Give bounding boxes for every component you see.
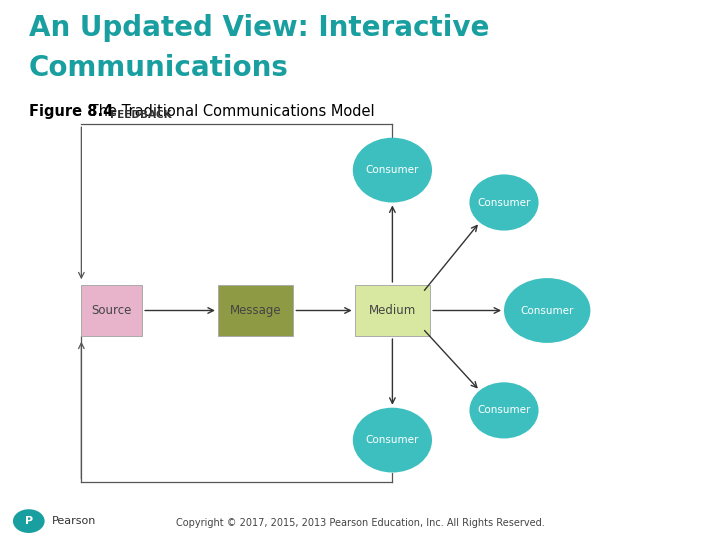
Text: Copyright © 2017, 2015, 2013 Pearson Education, Inc. All Rights Reserved.: Copyright © 2017, 2015, 2013 Pearson Edu… (176, 518, 544, 528)
Ellipse shape (353, 138, 432, 202)
FancyBboxPatch shape (217, 285, 294, 336)
Text: Message: Message (230, 304, 282, 317)
Ellipse shape (469, 174, 539, 231)
Text: FEEDBACK: FEEDBACK (110, 110, 172, 120)
Text: The Traditional Communications Model: The Traditional Communications Model (85, 104, 374, 119)
Text: Communications: Communications (29, 54, 289, 82)
Text: Consumer: Consumer (477, 406, 531, 415)
Text: Consumer: Consumer (521, 306, 574, 315)
Text: Source: Source (91, 304, 132, 317)
Ellipse shape (469, 382, 539, 438)
FancyBboxPatch shape (81, 285, 143, 336)
Text: Figure 8.4: Figure 8.4 (29, 104, 113, 119)
Ellipse shape (504, 278, 590, 343)
Text: Consumer: Consumer (366, 435, 419, 445)
Circle shape (13, 509, 45, 533)
Text: P: P (24, 516, 33, 526)
Text: Pearson: Pearson (52, 516, 96, 526)
Text: Consumer: Consumer (366, 165, 419, 175)
Ellipse shape (353, 408, 432, 472)
Text: Medium: Medium (369, 304, 416, 317)
Text: An Updated View: Interactive: An Updated View: Interactive (29, 14, 489, 42)
Text: Consumer: Consumer (477, 198, 531, 207)
FancyBboxPatch shape (355, 285, 431, 336)
